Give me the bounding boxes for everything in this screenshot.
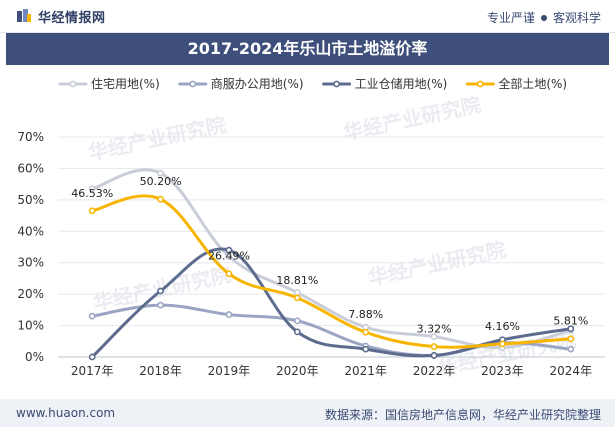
data-label-0: 46.53% — [71, 187, 113, 200]
series-2-point-0 — [88, 353, 96, 361]
series-3-point-4 — [362, 328, 370, 336]
legend-marker-3 — [476, 80, 484, 88]
legend-label-1: 商服办公用地(%) — [211, 76, 304, 91]
legend-marker-2 — [333, 80, 340, 88]
y-tick-label-3: 30% — [17, 256, 44, 270]
series-1-point-2 — [225, 311, 233, 318]
series-line-2 — [90, 247, 573, 359]
x-tick-label-0: 2017年 — [71, 364, 114, 378]
y-tick-label-6: 60% — [17, 161, 44, 175]
data-label-2: 26.49% — [208, 250, 250, 263]
watermark-0: 华经产业研究院 — [86, 112, 228, 165]
y-tick-label-5: 50% — [17, 193, 44, 207]
series-0-point-3 — [293, 289, 301, 296]
legend-label-2: 工业仓储用地(%) — [355, 76, 448, 91]
series-line-0 — [90, 168, 573, 350]
series-3-point-7 — [567, 335, 575, 343]
legend-label-3: 全部土地(%) — [498, 76, 567, 91]
series-1-point-7 — [567, 345, 575, 353]
series-3-point-3 — [293, 294, 301, 302]
top-bar: 华经情报网 专业严谨 客观科学 — [0, 0, 615, 33]
y-tick-label-0: 0% — [25, 350, 44, 364]
legend-marker-0 — [69, 80, 77, 88]
series-0-point-5 — [430, 333, 438, 340]
series-0-point-2 — [225, 253, 233, 260]
x-tick-label-6: 2023年 — [481, 364, 524, 378]
logo-text: 华经情报网 — [38, 10, 106, 26]
footer: www.huaon.com 数据来源：国信房地产信息网，华经产业研究院整理 — [0, 399, 615, 427]
watermark-3: 华经产业研究院 — [366, 237, 508, 290]
y-tick-label-1: 10% — [17, 319, 44, 333]
x-tick-label-7: 2024年 — [550, 364, 593, 378]
series-3-point-0 — [88, 207, 96, 215]
series-3-point-2 — [225, 270, 233, 278]
data-label-5: 3.32% — [417, 323, 452, 336]
x-tick-label-1: 2018年 — [139, 364, 182, 378]
series-2-point-7 — [567, 325, 575, 333]
y-tick-label-4: 40% — [17, 224, 44, 238]
data-label-1: 50.20% — [140, 175, 182, 188]
tagline-dot-icon — [540, 14, 547, 21]
x-tick-label-5: 2022年 — [413, 364, 456, 378]
footer-site-link[interactable]: www.huaon.com — [16, 406, 116, 420]
data-label-7: 5.81% — [553, 315, 588, 328]
series-1-point-1 — [157, 301, 164, 309]
legend-label-0: 住宅用地(%) — [91, 76, 160, 91]
x-tick-label-4: 2021年 — [344, 364, 387, 378]
series-3-point-5 — [430, 343, 438, 350]
series-1-point-3 — [293, 317, 301, 325]
series-2-point-5 — [430, 352, 438, 359]
tagline: 专业严谨 客观科学 — [487, 9, 601, 26]
series-2-point-2 — [225, 246, 233, 254]
y-tick-label-7: 70% — [17, 130, 44, 144]
y-tick-label-2: 20% — [17, 287, 44, 301]
series-3-point-1 — [157, 195, 164, 203]
series-3-point-6 — [499, 340, 506, 348]
x-tick-label-3: 2020年 — [276, 364, 319, 378]
series-2-point-4 — [362, 345, 370, 353]
series-2-point-1 — [157, 287, 164, 295]
tagline-left: 专业严谨 — [486, 11, 535, 25]
tagline-right: 客观科学 — [552, 11, 601, 25]
data-label-6: 4.16% — [485, 320, 520, 333]
series-line-3 — [90, 194, 573, 349]
logo-icon — [17, 9, 31, 22]
x-tick-label-2: 2019年 — [208, 364, 251, 378]
series-1-point-0 — [88, 312, 96, 320]
series-0-point-1 — [157, 169, 164, 177]
series-2-point-3 — [293, 328, 301, 336]
footer-source: 数据来源：国信房地产信息网，华经产业研究院整理 — [324, 408, 601, 422]
legend-marker-1 — [189, 80, 197, 88]
logo[interactable]: 华经情报网 — [16, 7, 106, 26]
data-label-3: 18.81% — [276, 274, 318, 287]
series-0-point-0 — [88, 185, 96, 193]
data-label-4: 7.88% — [348, 308, 383, 321]
chart-title: 2017-2024年乐山市土地溢价率 — [6, 33, 609, 65]
